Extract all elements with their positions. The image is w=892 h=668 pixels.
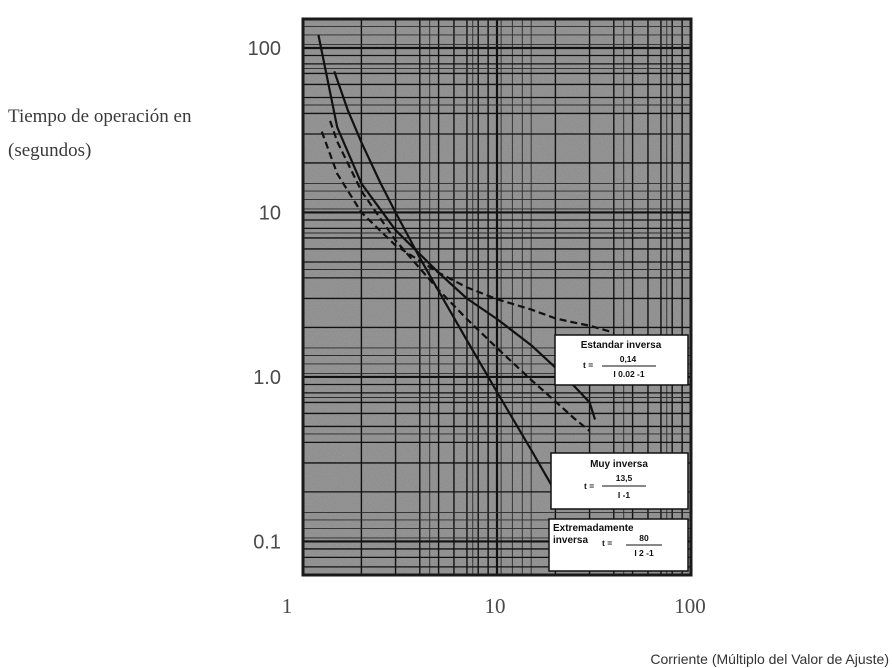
y-tick-label-1: 1.0 — [253, 367, 281, 389]
x-tick-label-0: 1 — [282, 594, 293, 618]
legend-muy-inversa-denominator: I -1 — [618, 490, 631, 500]
curve-series-2 — [333, 71, 557, 493]
curves — [317, 34, 615, 493]
legend-extremadamente-inversa-title-line-2: inversa — [553, 535, 588, 546]
x-axis-label: Corriente (Múltiplo del Valor de Ajuste) — [650, 651, 889, 667]
y-axis-label-line-2: (segundos) — [8, 140, 91, 161]
legend-estandar-inversa: Estandar inversa t = 0,14 I 0.02 -1 — [554, 334, 689, 386]
curve-series-0 — [320, 131, 615, 334]
legend-muy-inversa: Muy inversa t = 13,5 I -1 — [550, 452, 689, 510]
legend-estandar-inversa-t: t = — [583, 360, 593, 370]
legend-estandar-inversa-numerator: 0,14 — [620, 354, 637, 364]
plot-frame — [301, 17, 693, 577]
legend-muy-inversa-numerator: 13,5 — [616, 473, 633, 483]
legend-muy-inversa-t: t = — [584, 481, 594, 491]
legend-estandar-inversa-denominator: I 0.02 -1 — [613, 369, 644, 379]
legend-extremadamente-inversa-numerator: 80 — [639, 533, 649, 543]
curve-series-1 — [329, 120, 591, 432]
legend-muy-inversa-title: Muy inversa — [590, 459, 648, 470]
y-axis-label-line-1: Tiempo de operación en — [8, 106, 192, 127]
y-tick-label-0: 0.1 — [253, 531, 281, 553]
y-tick-label-2: 10 — [259, 203, 281, 225]
legend-extremadamente-inversa-denominator: I 2 -1 — [634, 548, 654, 558]
y-tick-labels: 0.1 1.0 10 100 — [248, 38, 281, 553]
legend-extremadamente-inversa-title: Extremadamente inversa — [553, 523, 636, 546]
legend-estandar-inversa-title: Estandar inversa — [581, 340, 662, 351]
y-tick-label-3: 100 — [248, 38, 281, 60]
x-tick-labels: 1 10 100 — [282, 594, 706, 618]
legend-extremadamente-inversa: Extremadamente inversa t = 80 I 2 -1 — [548, 518, 689, 572]
x-tick-label-2: 100 — [674, 594, 706, 618]
plot-area — [301, 17, 693, 577]
legend-extremadamente-inversa-title-line-1: Extremadamente — [553, 523, 634, 534]
legend-extremadamente-inversa-t: t = — [602, 538, 612, 548]
curve-series-3 — [317, 34, 597, 420]
x-tick-label-1: 10 — [485, 594, 506, 618]
